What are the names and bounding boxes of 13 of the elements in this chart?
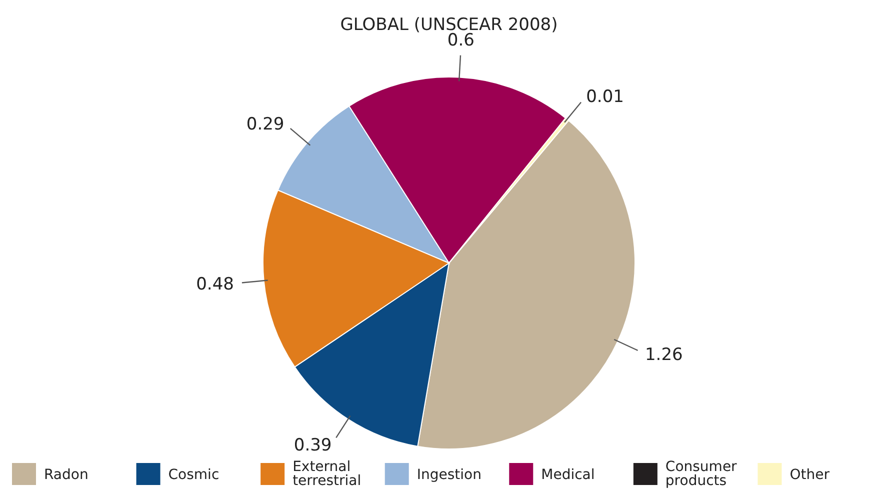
data-label: 1.26	[645, 344, 683, 365]
data-label: 0.29	[246, 114, 284, 134]
data-label: 0.48	[196, 274, 234, 294]
data-label: 0.6	[447, 30, 474, 50]
legend-label: Ingestion	[416, 467, 482, 483]
data-label: 0.39	[294, 435, 332, 456]
data-label: 0.01	[586, 87, 624, 108]
legend-label: Medical	[541, 467, 595, 483]
legend-label: Consumer products	[665, 459, 738, 489]
legend-label: Radon	[44, 467, 88, 483]
legend-label: Other	[790, 467, 830, 483]
legend-label: External terrestrial	[292, 459, 362, 489]
legend-label: Cosmic	[168, 467, 220, 483]
